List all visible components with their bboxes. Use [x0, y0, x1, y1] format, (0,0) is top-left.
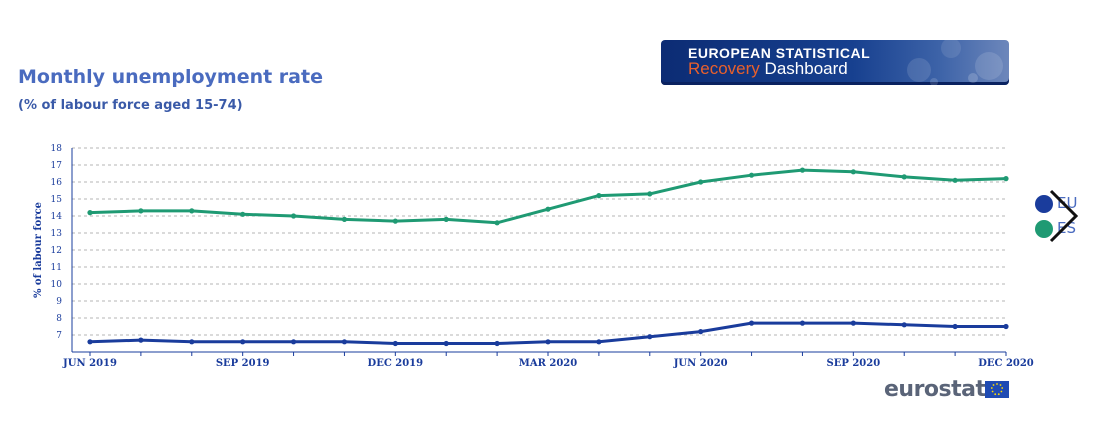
data-point-eu — [1003, 323, 1009, 330]
data-point-eu — [87, 339, 93, 345]
y-tick-label: 17 — [51, 161, 63, 171]
legend-label-eu: EU — [1057, 194, 1078, 212]
data-point-es — [698, 179, 704, 185]
data-point-es — [138, 208, 144, 214]
x-tick-label: SEP 2019 — [216, 358, 270, 369]
banner-recovery-word: Recovery — [688, 59, 760, 78]
data-point-es — [799, 167, 806, 173]
esrd-banner[interactable]: EUROPEAN STATISTICAL Recovery Dashboard — [661, 40, 1009, 85]
data-point-es — [952, 177, 958, 183]
data-point-eu — [647, 334, 653, 340]
virus-decoration-icon — [907, 40, 1003, 85]
y-tick-label: 10 — [51, 280, 63, 290]
eurostat-logo-text: eurostat — [884, 377, 986, 402]
data-point-eu — [189, 339, 195, 345]
legend-swatch-es — [1035, 220, 1053, 238]
data-point-es — [596, 193, 602, 199]
data-point-eu — [545, 339, 551, 345]
y-tick-label: 15 — [51, 195, 63, 205]
data-point-es — [443, 216, 449, 222]
data-point-eu — [138, 337, 144, 343]
data-point-es — [392, 218, 398, 224]
y-tick-label: 7 — [56, 331, 62, 341]
chart-subtitle: (% of labour force aged 15-74) — [18, 98, 243, 113]
data-point-eu — [850, 320, 856, 326]
data-point-eu — [698, 329, 704, 335]
data-point-es — [647, 191, 653, 197]
x-tick-label: JUN 2019 — [62, 358, 117, 369]
banner-line1: EUROPEAN STATISTICAL — [688, 45, 871, 61]
y-tick-label: 14 — [51, 212, 63, 222]
chevron-right-icon[interactable] — [1046, 188, 1080, 248]
data-point-eu — [494, 340, 500, 347]
y-tick-label: 18 — [51, 144, 63, 154]
data-point-es — [189, 208, 195, 214]
banner-line2: Recovery Dashboard — [688, 59, 848, 79]
data-point-eu — [596, 339, 602, 345]
data-point-es — [240, 211, 246, 217]
data-point-eu — [341, 339, 348, 345]
series-line-es — [89, 168, 1007, 225]
y-tick-label: 16 — [51, 178, 63, 188]
y-tick-label: 13 — [51, 229, 63, 239]
data-point-eu — [290, 339, 297, 345]
x-tick-label: MAR 2020 — [519, 358, 577, 369]
data-point-es — [341, 216, 348, 222]
data-point-eu — [901, 322, 907, 328]
y-tick-label: 8 — [56, 314, 62, 324]
x-tick-label: DEC 2019 — [368, 358, 424, 369]
chart-title: Monthly unemployment rate — [18, 66, 323, 88]
data-point-es — [1003, 176, 1009, 182]
data-point-es — [901, 174, 907, 180]
y-tick-label: 11 — [51, 263, 62, 273]
banner-dashboard-word: Dashboard — [764, 59, 848, 78]
legend-swatch-eu — [1035, 195, 1053, 213]
data-point-es — [545, 206, 551, 212]
x-tick-label: DEC 2020 — [978, 358, 1034, 369]
legend-label-es: ES — [1057, 219, 1076, 237]
data-point-eu — [952, 323, 958, 330]
data-point-es — [748, 172, 755, 178]
data-point-eu — [443, 340, 449, 347]
x-tick-label: SEP 2020 — [826, 358, 880, 369]
eu-flag-icon — [985, 381, 1009, 398]
y-axis-title: % of labour force — [33, 202, 44, 298]
data-point-eu — [240, 339, 246, 345]
data-point-es — [494, 220, 500, 226]
y-tick-label: 9 — [56, 297, 62, 307]
data-point-eu — [748, 320, 755, 326]
data-point-es — [87, 210, 93, 216]
y-tick-label: 12 — [51, 246, 62, 256]
data-point-es — [850, 169, 856, 175]
data-point-eu — [799, 320, 806, 326]
data-point-es — [290, 213, 297, 219]
data-point-eu — [392, 340, 398, 347]
x-tick-label: JUN 2020 — [673, 358, 728, 369]
